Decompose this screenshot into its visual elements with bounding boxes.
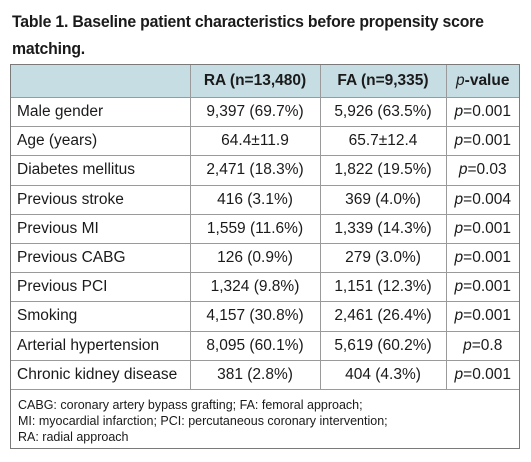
row-pvalue-prefix: p: [454, 278, 464, 296]
row-pvalue: p=0.001: [445, 243, 519, 274]
table-row: Smoking 4,157 (30.8%) 2,461 (26.4%) p=0.001: [11, 301, 519, 332]
row-ra-value: 1,324 (9.8%): [189, 272, 320, 303]
row-pvalue-prefix: p: [454, 190, 464, 208]
row-pvalue-number: =0.001: [463, 249, 511, 267]
row-label: Smoking: [11, 301, 190, 332]
data-table: RA (n=13,480) FA (n=9,335) p-value Male …: [11, 65, 519, 390]
row-pvalue: p=0.004: [445, 185, 519, 215]
table-row: Previous CABG 126 (0.9%) 279 (3.0%) p=0.001: [11, 243, 519, 274]
row-ra-value: 4,157 (30.8%): [189, 301, 320, 332]
row-ra-value: 381 (2.8%): [189, 360, 320, 390]
row-pvalue: p=0.001: [445, 214, 519, 244]
row-pvalue-prefix: p: [454, 249, 464, 267]
row-pvalue-prefix: p: [454, 307, 464, 325]
row-pvalue: p=0.03: [445, 155, 519, 186]
row-ra-value: 416 (3.1%): [189, 185, 320, 215]
header-fa: FA (n=9,335): [319, 65, 446, 98]
row-pvalue-number: =0.001: [463, 365, 511, 383]
row-label: Male gender: [11, 97, 190, 128]
row-fa-value: 404 (4.3%): [319, 360, 446, 390]
row-label: Previous CABG: [11, 243, 190, 274]
header-pvalue-suffix: -value: [464, 72, 510, 89]
row-pvalue: p=0.001: [445, 360, 519, 390]
row-fa-value: 5,619 (60.2%): [319, 331, 446, 361]
header-pvalue: p-value: [445, 65, 519, 98]
header-pvalue-italic: p: [456, 72, 465, 89]
row-label: Previous MI: [11, 214, 190, 244]
row-fa-value: 2,461 (26.4%): [319, 301, 446, 332]
row-pvalue: p=0.8: [445, 331, 519, 361]
row-pvalue-number: =0.8: [471, 336, 503, 354]
row-pvalue-number: =0.001: [463, 132, 511, 150]
table-header-row: RA (n=13,480) FA (n=9,335) p-value: [11, 65, 519, 98]
row-fa-value: 5,926 (63.5%): [319, 97, 446, 128]
row-fa-value: 1,339 (14.3%): [319, 214, 446, 244]
row-pvalue-number: =0.001: [463, 219, 511, 237]
row-pvalue-number: =0.001: [463, 103, 511, 121]
row-pvalue: p=0.001: [445, 301, 519, 332]
caption-line-1: Table 1. Baseline patient characteristic…: [12, 12, 484, 31]
header-ra: RA (n=13,480): [189, 65, 320, 98]
row-pvalue: p=0.001: [445, 97, 519, 128]
row-pvalue-number: =0.004: [463, 190, 511, 208]
row-label: Age (years): [11, 126, 190, 157]
table-caption: Table 1. Baseline patient characteristic…: [12, 8, 484, 62]
row-label: Previous stroke: [11, 185, 190, 215]
row-pvalue-prefix: p: [454, 132, 464, 150]
row-pvalue-prefix: p: [454, 219, 464, 237]
row-ra-value: 9,397 (69.7%): [189, 97, 320, 128]
table-row: Diabetes mellitus 2,471 (18.3%) 1,822 (19.…: [11, 155, 519, 186]
row-pvalue: p=0.001: [445, 272, 519, 303]
row-fa-value: 1,151 (12.3%): [319, 272, 446, 303]
row-label: Chronic kidney disease: [11, 360, 190, 390]
row-label: Previous PCI: [11, 272, 190, 303]
table-row: Previous PCI 1,324 (9.8%) 1,151 (12.3%) p=0…: [11, 272, 519, 303]
table-row: Chronic kidney disease 381 (2.8%) 404 (4.3…: [11, 360, 519, 390]
baseline-characteristics-table: RA (n=13,480) FA (n=9,335) p-value Male …: [10, 64, 520, 449]
row-ra-value: 1,559 (11.6%): [189, 214, 320, 244]
row-fa-value: 369 (4.0%): [319, 185, 446, 215]
header-characteristic: [11, 65, 190, 98]
row-pvalue-prefix: p: [454, 103, 464, 121]
row-fa-value: 65.7±12.4: [319, 126, 446, 157]
row-pvalue-prefix: p: [458, 161, 468, 179]
row-fa-value: 1,822 (19.5%): [319, 155, 446, 186]
table-row: Previous stroke 416 (3.1%) 369 (4.0%) p=0.0…: [11, 185, 519, 215]
table-row: Age (years) 64.4±11.9 65.7±12.4 p=0.001: [11, 126, 519, 157]
row-label: Diabetes mellitus: [11, 155, 190, 186]
table-row: Previous MI 1,559 (11.6%) 1,339 (14.3%) p=0…: [11, 214, 519, 244]
row-pvalue-number: =0.001: [463, 278, 511, 296]
row-pvalue-number: =0.001: [463, 307, 511, 325]
row-pvalue-prefix: p: [454, 365, 464, 383]
row-pvalue-number: =0.03: [467, 161, 507, 179]
table-row: Arterial hypertension 8,095 (60.1%) 5,619 …: [11, 331, 519, 361]
row-fa-value: 279 (3.0%): [319, 243, 446, 274]
footnote-line-3: RA: radial approach: [18, 429, 129, 444]
caption-line-2: matching.: [12, 39, 86, 58]
row-pvalue-prefix: p: [463, 336, 472, 354]
footnote-line-2: MI: myocardial infarction; PCI: percutan…: [18, 413, 388, 428]
row-ra-value: 8,095 (60.1%): [189, 331, 320, 361]
row-ra-value: 64.4±11.9: [189, 126, 320, 157]
row-ra-value: 2,471 (18.3%): [189, 155, 320, 186]
footnote-line-1: CABG: coronary artery bypass grafting; F…: [18, 397, 363, 412]
row-ra-value: 126 (0.9%): [189, 243, 320, 274]
table-row: Male gender 9,397 (69.7%) 5,926 (63.5%) p=0…: [11, 97, 519, 128]
row-label: Arterial hypertension: [11, 331, 190, 361]
row-pvalue: p=0.001: [445, 126, 519, 157]
table-footnote: CABG: coronary artery bypass grafting; F…: [11, 390, 519, 445]
